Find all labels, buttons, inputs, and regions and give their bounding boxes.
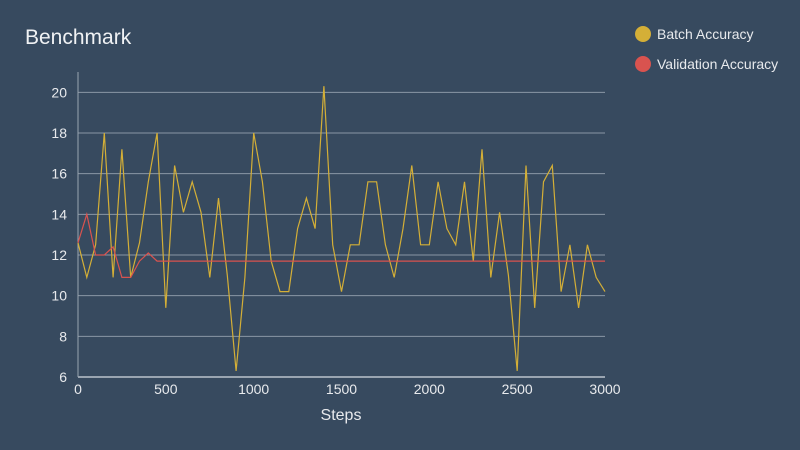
legend-swatch-validation-accuracy: [635, 56, 651, 72]
y-tick-label: 18: [51, 125, 67, 141]
legend-swatch-batch-accuracy: [635, 26, 651, 42]
y-tick-label: 16: [51, 166, 67, 182]
x-tick-label: 2000: [414, 381, 445, 397]
y-tick-label: 10: [51, 288, 67, 304]
x-axis-ticks: 0 500 1000 1500 2000 2500 3000: [74, 381, 621, 397]
legend-label-validation-accuracy: Validation Accuracy: [657, 56, 779, 72]
x-axis-label: Steps: [321, 407, 362, 424]
legend: Batch Accuracy Validation Accuracy: [635, 24, 778, 84]
grid-lines: [78, 91, 605, 337]
y-tick-label: 6: [59, 369, 67, 385]
x-tick-label: 2500: [502, 381, 533, 397]
legend-item-batch-accuracy[interactable]: Batch Accuracy: [635, 24, 778, 44]
y-axis-ticks: 6 8 10 12 14 16 18 20: [51, 84, 67, 385]
x-tick-label: 3000: [589, 381, 620, 397]
x-tick-label: 0: [74, 381, 82, 397]
y-tick-label: 8: [59, 328, 67, 344]
axes: [77, 72, 605, 378]
y-tick-label: 20: [51, 84, 67, 100]
legend-label-batch-accuracy: Batch Accuracy: [657, 26, 754, 42]
x-tick-label: 1000: [238, 381, 269, 397]
series-line-validation-accuracy: [77, 211, 605, 278]
y-tick-label: 14: [51, 206, 67, 222]
series-line-batch-accuracy: [77, 86, 606, 371]
series-lines: [77, 86, 606, 371]
y-tick-label: 12: [51, 247, 67, 263]
x-tick-label: 1500: [326, 381, 357, 397]
x-tick-label: 500: [154, 381, 178, 397]
chart-title: Benchmark: [25, 26, 132, 49]
legend-item-validation-accuracy[interactable]: Validation Accuracy: [635, 54, 778, 74]
